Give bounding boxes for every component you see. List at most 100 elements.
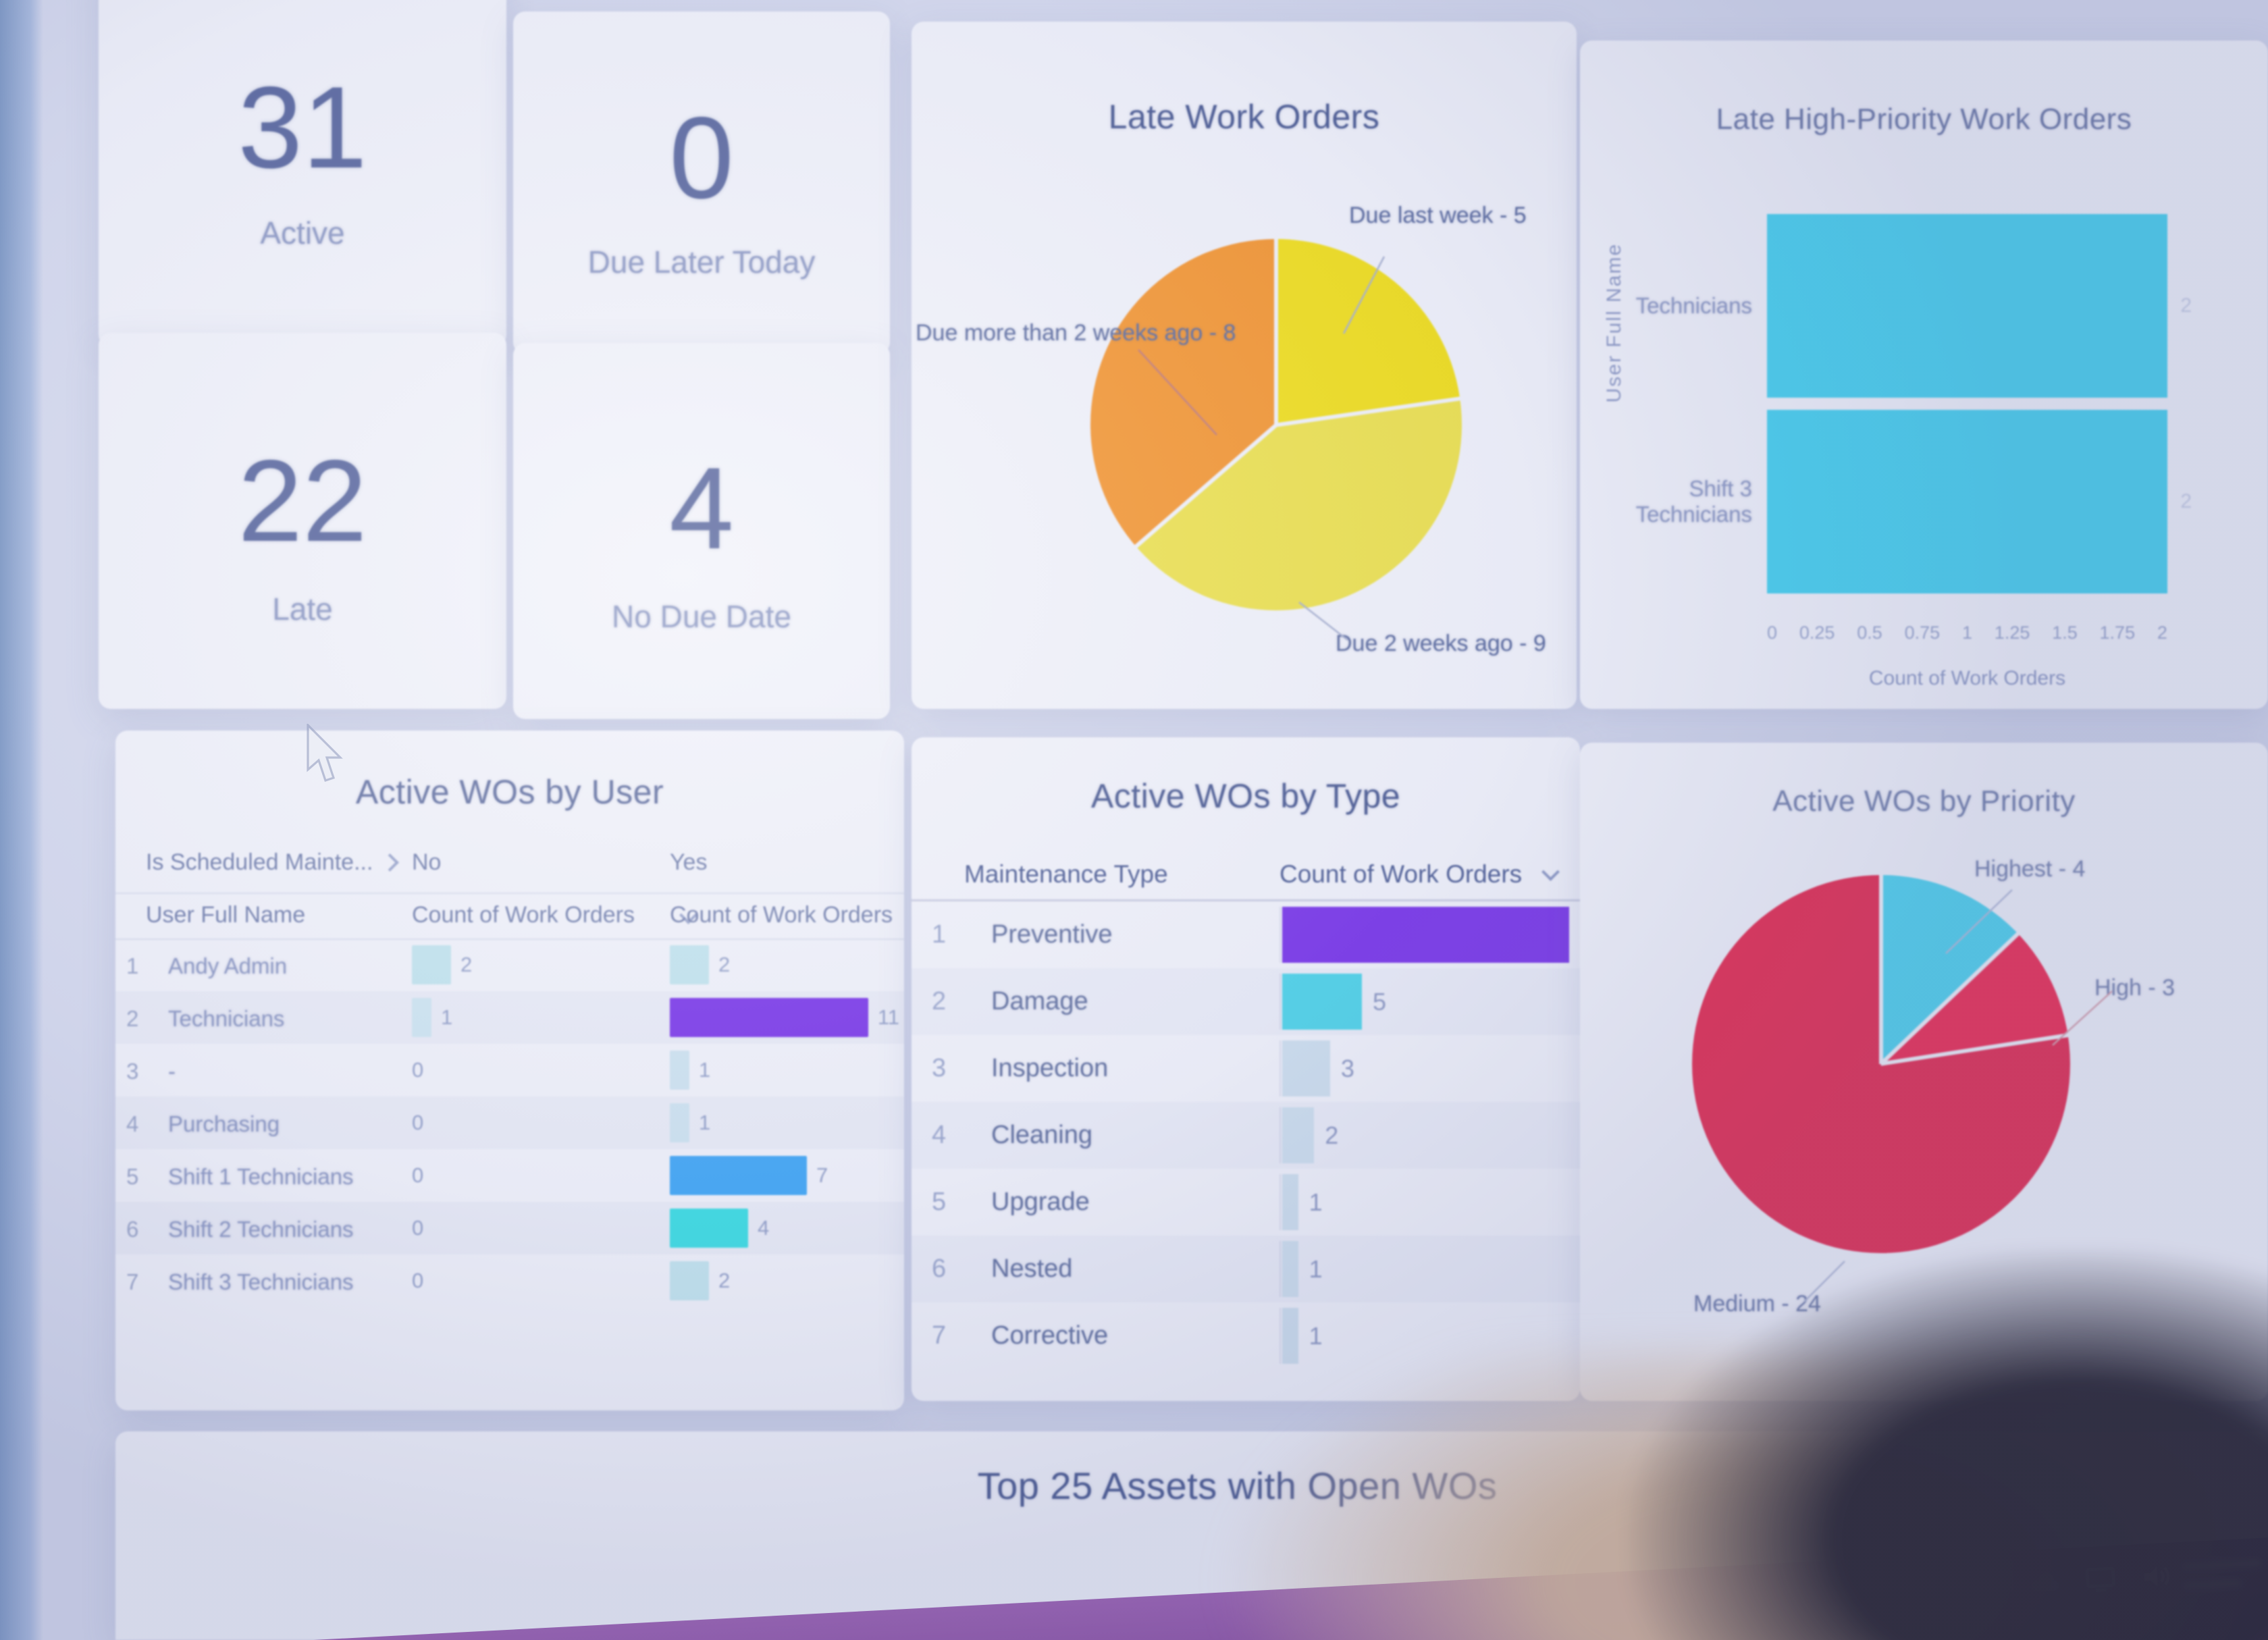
data-bar[interactable] [670, 1261, 709, 1300]
x-tick-label: 1 [1961, 623, 1972, 643]
count-cell: 0 [412, 1261, 648, 1300]
data-bar[interactable] [670, 998, 868, 1037]
priority-pie[interactable] [1692, 871, 2072, 1253]
data-bar[interactable] [670, 1209, 748, 1248]
count-value: 1 [699, 1111, 711, 1134]
count-cell: 11 [670, 998, 899, 1037]
group-header-row: Is Scheduled Mainte... No Yes [115, 844, 904, 887]
bar-value-label: 2 [2180, 490, 2192, 512]
user-name: Purchasing [168, 1111, 280, 1136]
bar-plot: Technicians 2 Shift 3 Technicians 2 [1587, 208, 2192, 600]
x-tick-label: 0.5 [1857, 623, 1882, 643]
x-tick-label: 1.75 [2099, 623, 2136, 643]
bar-value-label: 2 [2180, 294, 2192, 317]
kpi-label: Due Later Today [587, 244, 816, 280]
data-bar[interactable] [670, 1156, 807, 1195]
pie-slice-separator [1132, 423, 1277, 550]
row-number: 2 [932, 987, 947, 1015]
screen-bezel-edge [0, 0, 43, 1640]
column-header-user-full-name[interactable]: User Full Name [146, 902, 306, 928]
maintenance-type-name: Nested [991, 1254, 1073, 1283]
chevron-down-icon[interactable] [1541, 863, 1560, 881]
kpi-label: Late [272, 591, 333, 627]
data-bar[interactable] [1767, 214, 2167, 398]
count-cell: 0 [412, 1051, 648, 1090]
count-cell: 1 [412, 998, 648, 1037]
table-row[interactable]: 4 Purchasing 0 1 [115, 1096, 904, 1149]
count-value: 2 [718, 953, 731, 976]
kpi-card-no-due-date[interactable]: 4 No Due Date [513, 343, 890, 719]
data-bar[interactable] [670, 1051, 689, 1090]
table-row[interactable]: 1 Andy Admin 2 2 [115, 938, 904, 991]
x-tick-label: 1.25 [1994, 623, 2030, 643]
data-bar[interactable] [1282, 1174, 1298, 1230]
kpi-card-active[interactable]: 31 Active [99, 0, 506, 347]
category-label: Shift 3 Technicians [1635, 476, 1752, 527]
data-bar[interactable] [1282, 1040, 1330, 1096]
table-row[interactable]: 5 Shift 1 Technicians 0 7 [115, 1149, 904, 1202]
table-row[interactable]: 2 Technicians 1 11 [115, 991, 904, 1044]
row-number: 1 [126, 953, 139, 978]
row-number: 5 [126, 1164, 139, 1189]
count-cell: 0 [412, 1156, 648, 1195]
count-value: 4 [758, 1216, 770, 1240]
pie-slice-label: High - 3 [2094, 975, 2175, 1001]
table-row[interactable]: 2 Damage 5 [912, 968, 1580, 1035]
data-bar[interactable] [1767, 410, 2167, 593]
kpi-label: No Due Date [612, 599, 791, 634]
row-number: 5 [932, 1188, 947, 1216]
table-row[interactable]: 6 Nested 1 [912, 1236, 1580, 1302]
late-work-orders-chart: Late Work Orders Due last week - 5 Due m… [912, 22, 1577, 709]
photo-person-silhouette [1627, 1248, 2268, 1640]
chart-title: Active WOs by Type [1090, 777, 1401, 815]
column-header-row: User Full Name Count of Work Orders Coun… [115, 893, 904, 940]
pie-slice-label: Due 2 weeks ago - 9 [1336, 631, 1546, 656]
kpi-card-late[interactable]: 22 Late [99, 333, 506, 709]
column-header-maintenance-type[interactable]: Maintenance Type [964, 860, 1168, 888]
count-cell: 0 [412, 1209, 648, 1248]
row-number: 6 [932, 1254, 947, 1283]
data-bar[interactable] [670, 1103, 689, 1142]
chart-title: Active WOs by User [355, 773, 664, 811]
maintenance-type-name: Corrective [991, 1321, 1109, 1350]
column-header-count[interactable]: Count of Work Orders [1280, 860, 1523, 888]
maintenance-type-name: Preventive [991, 920, 1113, 949]
count-value: 2 [718, 1269, 731, 1292]
late-work-orders-pie[interactable] [1090, 235, 1465, 610]
data-bar[interactable] [1282, 1241, 1298, 1297]
data-bar[interactable] [412, 945, 451, 984]
row-number: 3 [932, 1054, 947, 1082]
data-bar[interactable] [670, 945, 709, 984]
data-bar[interactable] [412, 998, 431, 1037]
category-label: Technicians [1635, 293, 1752, 318]
count-value: 0 [412, 1269, 424, 1292]
bar-row: Shift 3 Technicians 2 [1587, 404, 2192, 600]
chevron-right-icon[interactable] [381, 853, 400, 872]
chart-title: Active WOs by Priority [1772, 785, 2076, 818]
data-bar[interactable] [1282, 1107, 1315, 1163]
data-bar[interactable] [1282, 907, 1569, 963]
row-number: 1 [932, 920, 947, 949]
count-cell: 1 [670, 1051, 899, 1090]
count-value: 1 [1309, 1321, 1323, 1350]
column-header-count-no[interactable]: Count of Work Orders [412, 902, 697, 928]
table-row[interactable]: 5 Upgrade 1 [912, 1169, 1580, 1236]
data-bar[interactable] [1282, 974, 1363, 1030]
table-row[interactable]: 4 Cleaning 2 [912, 1102, 1580, 1169]
table-row[interactable]: 3 Inspection 3 [912, 1035, 1580, 1102]
table-row[interactable]: 7 Shift 3 Technicians 0 2 [115, 1254, 904, 1307]
user-name: Shift 2 Technicians [168, 1217, 354, 1242]
late-high-priority-chart: Late High-Priority Work Orders User Full… [1580, 41, 2268, 709]
table-row[interactable]: 1 Preventive 18 [912, 901, 1607, 968]
kpi-card-due-later-today[interactable]: 0 Due Later Today [513, 11, 890, 354]
pie-slice-separator [1879, 871, 1883, 1064]
count-cell: 2 [670, 1261, 899, 1300]
count-value: 7 [816, 1163, 828, 1187]
table-row[interactable]: 6 Shift 2 Technicians 0 4 [115, 1202, 904, 1254]
column-header-count-yes[interactable]: Count of Work Orders [670, 902, 893, 928]
x-axis-ticks: 0 0.25 0.5 0.75 1 1.25 1.5 1.75 2 [1767, 623, 2167, 643]
count-cell: 7 [670, 1156, 899, 1195]
pie-slice-separator [1274, 235, 1278, 425]
pie-slice-separator [1275, 396, 1465, 427]
table-row[interactable]: 3 - 0 1 [115, 1044, 904, 1096]
